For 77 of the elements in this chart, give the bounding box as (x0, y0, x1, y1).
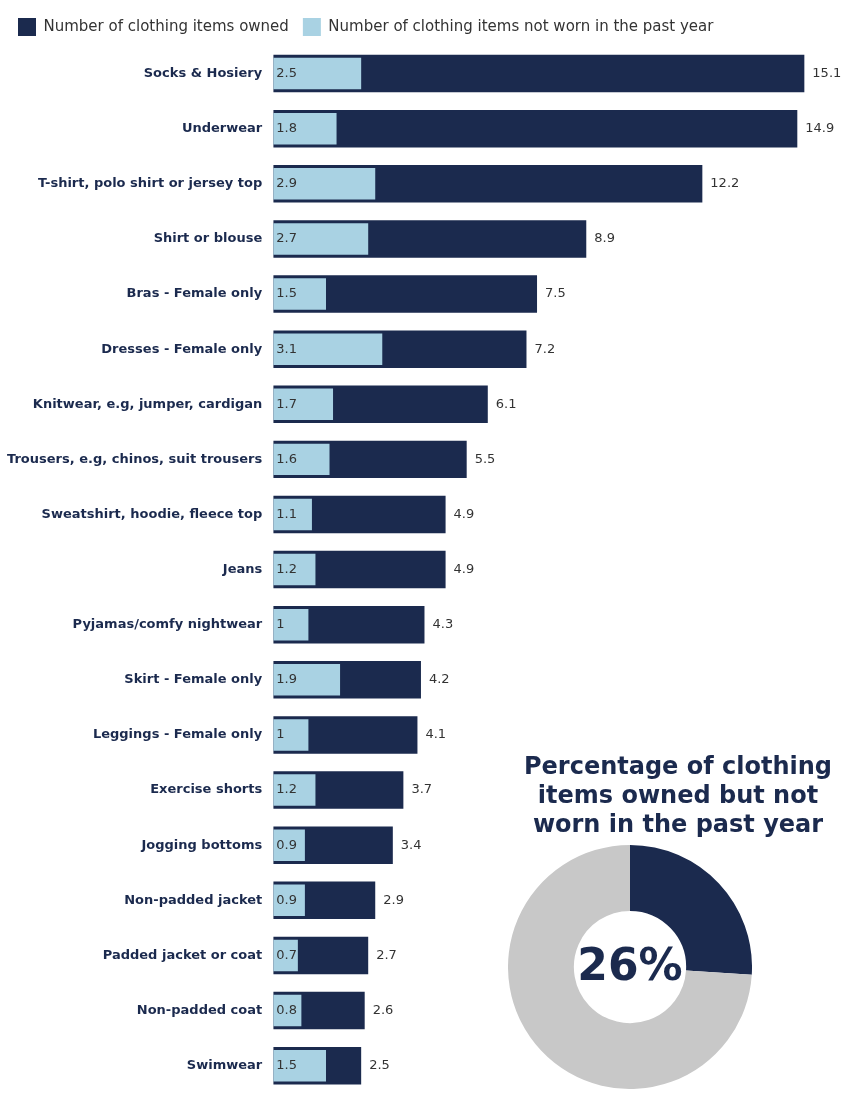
legend-label: Number of clothing items not worn in the past year (328, 16, 715, 35)
data-label: 14.9 (805, 120, 835, 136)
y-tick-label: Jogging bottoms (140, 836, 263, 852)
data-label: 0.7 (276, 946, 297, 962)
data-label: 4.9 (453, 505, 475, 521)
data-label: 0.9 (276, 891, 297, 907)
data-label: 15.1 (812, 64, 842, 80)
y-tick-label: Sweatshirt, hoodie, fleece top (41, 505, 263, 521)
bar (273, 719, 309, 751)
data-label: 4.1 (425, 726, 447, 742)
data-label: 7.5 (545, 285, 566, 301)
data-label: 1.7 (276, 395, 297, 411)
data-label: 1.2 (276, 781, 297, 797)
y-tick-label: Skirt - Female only (124, 671, 263, 687)
y-tick-label: Jeans (221, 560, 263, 576)
data-label: 1.2 (276, 560, 297, 576)
y-tick-label: Knitwear, e.g, jumper, cardigan (32, 395, 263, 411)
data-label: 2.5 (369, 1057, 390, 1073)
data-label: 1.5 (276, 1057, 297, 1073)
data-label: 7.2 (534, 340, 556, 356)
data-label: 0.9 (276, 836, 297, 852)
data-label: 2.5 (276, 64, 297, 80)
data-label: 3.1 (276, 340, 297, 356)
data-label: 1 (276, 726, 285, 742)
data-label: 4.2 (428, 671, 450, 687)
data-label: 4.9 (453, 560, 475, 576)
data-label: 8.9 (594, 230, 615, 246)
bar (273, 278, 326, 310)
data-label: 0.8 (276, 1001, 297, 1017)
bar (273, 608, 309, 641)
data-label: 1.1 (276, 505, 297, 521)
legend-label: Number of clothing items owned (43, 16, 289, 35)
data-label: 2.7 (376, 946, 397, 962)
bar (273, 333, 383, 365)
bar (273, 1049, 326, 1082)
bar (273, 109, 798, 148)
data-label: 1.8 (276, 120, 297, 136)
data-label: 1 (276, 616, 285, 632)
y-tick-label: Leggings - Female only (92, 726, 263, 742)
bar (273, 829, 305, 861)
bar (273, 443, 330, 476)
bar (273, 112, 337, 145)
y-tick-label: Non-padded jacket (124, 891, 263, 907)
y-tick-label: T-shirt, polo shirt or jersey top (38, 175, 263, 191)
bar (273, 498, 312, 531)
data-label: 26% (577, 939, 683, 991)
bar (273, 168, 376, 200)
bar (273, 57, 362, 90)
data-label: 2.9 (383, 891, 404, 907)
bar (273, 774, 316, 806)
y-tick-label: Shirt or blouse (153, 230, 263, 246)
y-tick-label: Socks & Hosiery (143, 64, 263, 80)
data-label: 2.7 (276, 230, 297, 246)
y-tick-label: Non-padded coat (136, 1001, 263, 1017)
y-tick-label: Exercise shorts (150, 781, 263, 797)
data-label: 1.5 (276, 285, 297, 301)
data-label: 5.5 (474, 450, 496, 466)
y-tick-label: Swimwear (186, 1057, 263, 1073)
data-label: 2.6 (372, 1001, 394, 1017)
chart-title: Percentage of clothing items owned but not worn in the past year (522, 752, 834, 839)
data-label: 4.3 (432, 616, 454, 632)
y-tick-label: Bras - Female only (126, 285, 263, 301)
data-label: 3.7 (411, 781, 433, 797)
y-tick-label: Trousers, e.g, chinos, suit trousers (6, 450, 263, 466)
data-label: 1.6 (276, 450, 297, 466)
y-tick-label: Dresses - Female only (101, 340, 263, 356)
data-label: 3.4 (400, 836, 422, 852)
y-tick-label: Padded jacket or coat (102, 946, 263, 962)
data-label: 2.9 (276, 175, 297, 191)
data-label: 12.2 (710, 175, 740, 191)
data-label: 6.1 (495, 395, 517, 411)
y-tick-label: Pyjamas/comfy nightwear (72, 616, 263, 632)
data-label: 1.9 (276, 671, 297, 687)
bar (273, 664, 341, 696)
y-tick-label: Underwear (181, 120, 263, 136)
bar (273, 388, 334, 420)
bar (273, 223, 369, 255)
